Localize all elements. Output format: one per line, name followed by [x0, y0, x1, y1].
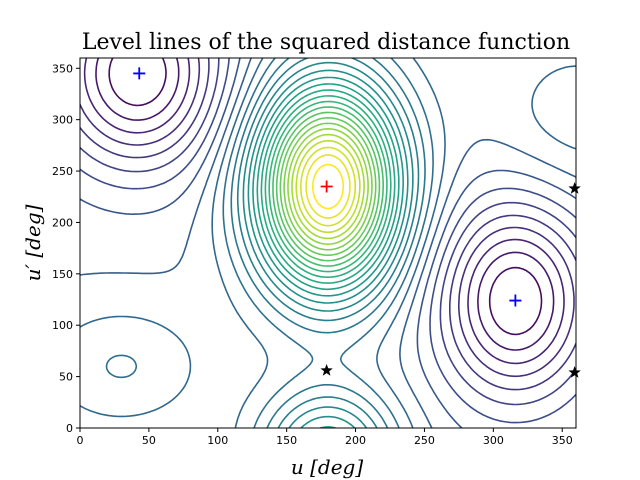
x-tick-label: 50: [142, 434, 156, 447]
x-tick-label: 0: [77, 434, 84, 447]
contour-level: [264, 95, 392, 278]
x-tick-label: 250: [414, 434, 435, 447]
contour-lines: [80, 58, 576, 428]
chart-title: Level lines of the squared distance func…: [82, 30, 570, 55]
min-marker: [133, 67, 146, 80]
x-tick-label: 350: [552, 434, 573, 447]
contour-level: [80, 58, 576, 428]
x-axis-ticks: 0 50 100 150 200 250 300 350: [77, 428, 573, 447]
contour-level: [260, 89, 396, 284]
min-marker: [509, 294, 522, 307]
y-axis-label: u′ [deg]: [21, 204, 45, 281]
contour-level: [230, 58, 426, 428]
max-marker: [320, 180, 333, 193]
y-tick-label: 300: [52, 114, 73, 127]
contour-level: [295, 139, 361, 234]
y-tick-label: 0: [66, 422, 73, 435]
contour-level: [242, 61, 414, 428]
contour-level: [305, 154, 351, 219]
saddle-marker: [568, 182, 581, 194]
contour-level: [80, 58, 576, 406]
contour-level: [312, 163, 345, 210]
saddle-marker: [320, 363, 333, 376]
x-tick-label: 300: [483, 434, 504, 447]
y-tick-label: 200: [52, 216, 73, 229]
contour-level: [291, 133, 365, 240]
contour-level: [300, 146, 356, 227]
contour-level: [279, 117, 377, 256]
contour-level: [80, 58, 575, 378]
contour-level: [275, 111, 381, 262]
y-axis-ticks: 0 50 100 150 200 250 300 350: [52, 62, 80, 435]
x-axis-label: u [deg]: [291, 455, 363, 479]
y-tick-label: 150: [52, 268, 73, 281]
saddle-marker: [568, 366, 581, 378]
y-tick-label: 100: [52, 319, 73, 332]
contour-level: [287, 128, 369, 245]
x-tick-label: 100: [207, 434, 228, 447]
contour-level: [80, 58, 576, 391]
x-tick-label: 150: [276, 434, 297, 447]
contour-level: [268, 100, 388, 273]
y-tick-label: 350: [52, 62, 73, 75]
contour-level: [83, 58, 565, 365]
contour-level: [256, 83, 400, 291]
contour-level: [108, 58, 543, 336]
contour-level: [80, 58, 576, 428]
contour-level: [283, 122, 373, 251]
critical-point-markers: [133, 67, 581, 378]
plot-frame: [79, 57, 577, 429]
y-tick-label: 50: [59, 371, 73, 384]
contour-level: [80, 58, 576, 424]
contour-level: [105, 58, 434, 428]
x-tick-label: 200: [345, 434, 366, 447]
contour-level: [272, 106, 384, 267]
y-tick-label: 250: [52, 165, 73, 178]
contour-level: [95, 58, 555, 351]
